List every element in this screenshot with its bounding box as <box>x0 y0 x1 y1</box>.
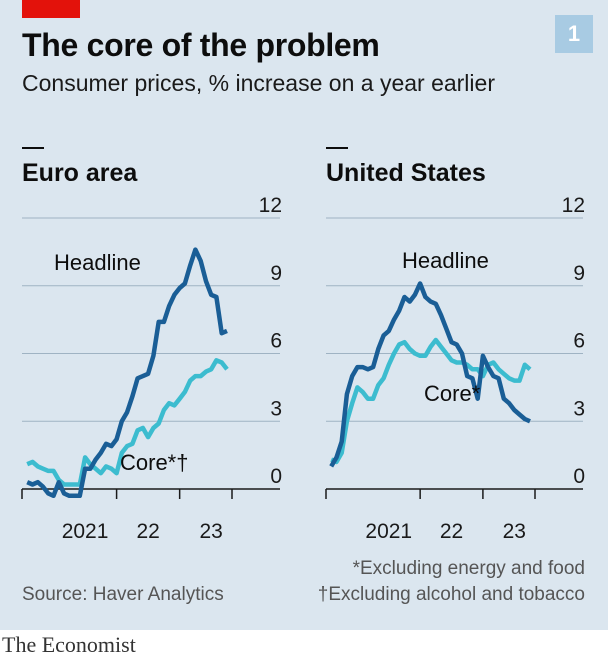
us-x-label-22: 22 <box>440 520 463 543</box>
euro-y-tick-9: 9 <box>270 262 282 285</box>
economist-logo: The Economist <box>2 632 136 657</box>
euro-panel-title: Euro area <box>22 159 138 187</box>
euro-y-tick-0: 0 <box>270 465 282 488</box>
chart-title: The core of the problem <box>22 27 380 63</box>
us-x-label-23: 23 <box>503 520 526 543</box>
footnote-core: *Excluding energy and food <box>352 558 585 579</box>
us-y-tick-6: 6 <box>573 330 585 353</box>
euro-series-headline <box>26 247 228 499</box>
euro-y-tick-3: 3 <box>270 397 282 420</box>
us-annotation-core: Core* <box>424 381 481 406</box>
us-y-tick-12: 12 <box>562 194 585 217</box>
euro-x-label-23: 23 <box>200 520 223 543</box>
us-series-headline <box>329 281 531 468</box>
charts-svg: Euro area 0 3 6 9 12 2021 22 23 Headline Core*† Uni… <box>21 147 585 543</box>
us-y-tick-0: 0 <box>573 465 585 488</box>
us-panel-title: United States <box>326 159 486 187</box>
chart-subtitle: Consumer prices, % increase on a year ea… <box>22 70 495 96</box>
us-y-tick-9: 9 <box>573 262 585 285</box>
euro-annotation-headline: Headline <box>54 250 141 275</box>
brand-red-tag <box>22 0 80 18</box>
footnote-euro-core: †Excluding alcohol and tobacco <box>317 584 585 605</box>
euro-y-tick-6: 6 <box>270 330 282 353</box>
euro-y-tick-12: 12 <box>259 194 282 217</box>
us-annotation-headline: Headline <box>402 248 489 273</box>
us-series-core <box>330 337 532 465</box>
euro-annotation-core: Core*† <box>120 450 188 475</box>
chart-panel: The core of the problem 1 Consumer price… <box>0 0 608 630</box>
euro-x-label-2021: 2021 <box>62 520 109 543</box>
source-note: Source: Haver Analytics <box>22 584 224 605</box>
us-y-tick-3: 3 <box>573 397 585 420</box>
us-x-label-2021: 2021 <box>365 520 412 543</box>
chart-number-badge: 1 <box>555 15 593 53</box>
euro-x-label-22: 22 <box>136 520 159 543</box>
